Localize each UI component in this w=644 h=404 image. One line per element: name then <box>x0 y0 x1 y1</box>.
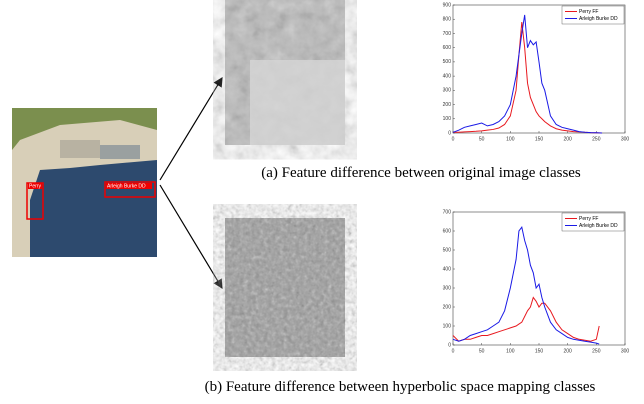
x-tick-label: 250 <box>592 136 601 142</box>
legend-label: Perry FF <box>579 216 598 222</box>
y-tick-label: 300 <box>443 88 452 94</box>
image-label: Arleigh Burke DD <box>107 183 146 189</box>
x-tick-label: 150 <box>535 136 544 142</box>
x-tick-label: 0 <box>452 348 455 354</box>
y-tick-label: 100 <box>443 116 452 122</box>
page: Perry Arleigh Burke DD (a) Feature diffe… <box>0 0 644 404</box>
x-tick-label: 300 <box>621 348 630 354</box>
y-tick-label: 200 <box>443 102 452 108</box>
plot-area <box>453 5 625 133</box>
legend-label: Perry FF <box>579 9 598 15</box>
y-tick-label: 900 <box>443 2 452 8</box>
x-tick-label: 200 <box>563 348 572 354</box>
y-tick-label: 600 <box>443 228 452 234</box>
y-tick-label: 600 <box>443 45 452 51</box>
x-tick-label: 300 <box>621 136 630 142</box>
x-tick-label: 50 <box>479 136 485 142</box>
x-tick-label: 0 <box>452 136 455 142</box>
x-tick-label: 100 <box>506 348 515 354</box>
legend-label: Arleigh Burke DD <box>579 223 618 229</box>
arrow <box>160 185 222 288</box>
legend-label: Arleigh Burke DD <box>579 16 618 22</box>
y-tick-label: 400 <box>443 73 452 79</box>
x-tick-label: 200 <box>563 136 572 142</box>
x-tick-label: 50 <box>479 348 485 354</box>
y-tick-label: 500 <box>443 247 452 253</box>
y-tick-label: 700 <box>443 31 452 37</box>
plot-area <box>453 212 625 345</box>
y-tick-label: 500 <box>443 59 452 65</box>
x-tick-label: 150 <box>535 348 544 354</box>
satellite-image: Perry Arleigh Burke DD <box>12 108 157 257</box>
arrow <box>160 78 222 180</box>
image-label: Perry <box>29 183 41 189</box>
y-tick-label: 200 <box>443 304 452 310</box>
feature-map <box>225 0 345 145</box>
y-tick-label: 400 <box>443 266 452 272</box>
y-tick-label: 800 <box>443 17 452 23</box>
x-tick-label: 250 <box>592 348 601 354</box>
y-tick-label: 700 <box>443 209 452 215</box>
caption: (b) Feature difference between hyperboli… <box>205 379 596 395</box>
x-tick-label: 100 <box>506 136 515 142</box>
y-tick-label: 100 <box>443 323 452 329</box>
feature-map <box>225 218 345 357</box>
y-tick-label: 300 <box>443 285 452 291</box>
caption: (a) Feature difference between original … <box>261 165 581 181</box>
figure: Perry Arleigh Burke DD (a) Feature diffe… <box>0 0 644 404</box>
